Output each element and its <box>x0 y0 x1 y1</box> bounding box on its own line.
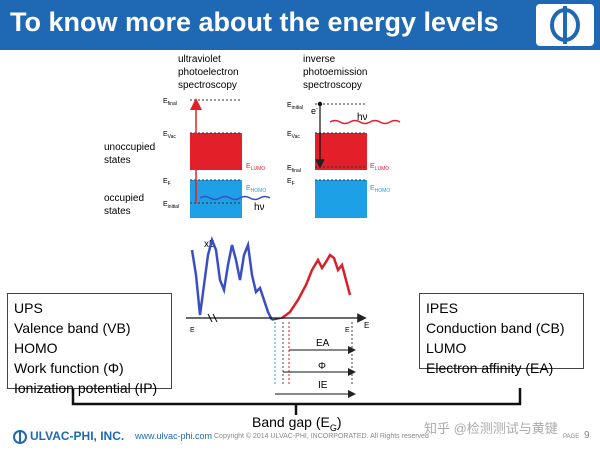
ipes-box: IPES Conduction band (CB) LUMO Electron … <box>419 293 584 376</box>
page-number: 9 <box>584 430 590 441</box>
svg-text:ELUMO: ELUMO <box>370 163 389 172</box>
svg-text:EVac: EVac <box>163 131 176 140</box>
svg-text:EHOMO: EHOMO <box>246 185 266 194</box>
x5-label: x5 <box>204 239 215 250</box>
ups-box: UPS Valence band (VB) HOMO Work function… <box>7 293 172 396</box>
ipes-hv: hν <box>357 112 368 123</box>
ipes-line-cb: Conduction band (CB) <box>426 320 565 336</box>
ipes-unoccupied-band <box>315 133 367 170</box>
svg-text:EF: EF <box>287 178 295 187</box>
ipes-caption-1: inverse <box>303 54 336 65</box>
svg-text:EF: EF <box>163 178 171 187</box>
ups-line-wf: Work function (Φ) <box>14 360 124 376</box>
occupied-label-1: occupied <box>104 193 144 204</box>
ups-title: UPS <box>14 300 43 316</box>
page-label: PAGE <box>563 434 580 440</box>
ups-line-homo: HOMO <box>14 340 58 356</box>
svg-text:EVac: EVac <box>287 131 300 140</box>
ulvac-logo-icon <box>13 430 27 444</box>
footer: ULVAC-PHI, INC. www.ulvac-phi.com Copyri… <box>0 421 600 450</box>
svg-text:Efinal: Efinal <box>287 165 301 174</box>
ea-label: EA <box>316 338 330 349</box>
phi-logo-icon <box>550 6 580 44</box>
unoccupied-label-2: states <box>104 155 131 166</box>
watermark: 知乎 @检测测试与黄键 <box>424 421 558 436</box>
ipes-title: IPES <box>426 300 458 316</box>
ups-unoccupied-band <box>190 133 242 170</box>
header-bar: To know more about the energy levels <box>0 0 600 50</box>
energy-diagram: ultraviolet photoelectron spectroscopy i… <box>71 54 522 415</box>
unoccupied-label-1: unoccupied <box>104 142 155 153</box>
svg-text:E: E <box>345 327 350 334</box>
ups-caption-3: spectroscopy <box>178 80 237 91</box>
ups-caption-1: ultraviolet <box>178 54 221 65</box>
phi-label: Φ <box>318 361 326 372</box>
ipes-caption-2: photoemission <box>303 67 367 78</box>
copyright: Copyright © 2014 ULVAC-PHI, INCORPORATED… <box>214 433 429 440</box>
ipes-caption-3: spectroscopy <box>303 80 362 91</box>
svg-text:E: E <box>190 327 195 334</box>
ipes-line-ea: Electron affinity (EA) <box>426 360 554 376</box>
phi-logo <box>536 4 594 46</box>
ups-hv: hν <box>254 202 265 213</box>
page-title: To know more about the energy levels <box>10 7 499 37</box>
company-name: ULVAC-PHI, INC. <box>30 429 125 443</box>
company-url: www.ulvac-phi.com <box>135 431 213 441</box>
svg-text:EHOMO: EHOMO <box>370 185 390 194</box>
ie-label: IE <box>318 380 328 391</box>
ups-line-vb: Valence band (VB) <box>14 320 131 336</box>
svg-text:Efinal: Efinal <box>163 98 177 107</box>
ipes-occupied-band <box>315 180 367 218</box>
ipes-line-lumo: LUMO <box>426 340 467 356</box>
svg-text:ELUMO: ELUMO <box>246 163 265 172</box>
svg-text:E: E <box>364 321 369 330</box>
occupied-label-2: states <box>104 206 131 217</box>
svg-text:Einitial: Einitial <box>163 201 179 210</box>
band-gap-label: Band gap (EG) <box>252 414 342 433</box>
ups-spectrum-curve <box>190 236 274 321</box>
svg-text:Einitial: Einitial <box>287 102 303 111</box>
ipes-spectrum-curve <box>281 253 352 319</box>
svg-text:e-: e- <box>311 106 318 116</box>
ups-line-ip: Ionization potential (IP) <box>14 380 158 396</box>
ups-caption-2: photoelectron <box>178 67 239 78</box>
